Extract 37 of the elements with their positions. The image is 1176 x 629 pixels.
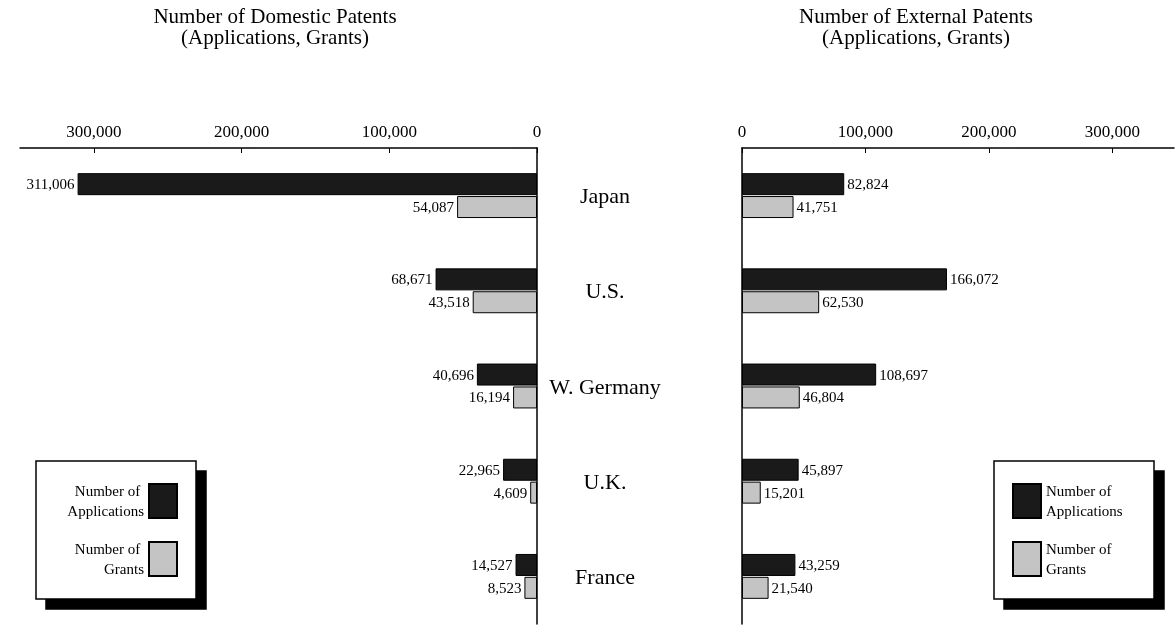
data-label: 82,824 bbox=[847, 176, 889, 193]
y-tick-label: U.K. bbox=[583, 468, 627, 494]
data-label: 68,671 bbox=[391, 271, 433, 288]
y-tick-label: U.S. bbox=[585, 278, 625, 304]
data-label: 166,072 bbox=[949, 271, 999, 288]
x-tick-label: 300,000 bbox=[1084, 122, 1140, 141]
data-label: 108,697 bbox=[879, 366, 929, 383]
legend-label: Number of Grants bbox=[74, 541, 145, 577]
data-label: 46,804 bbox=[802, 389, 845, 406]
legend-label: Number of Applications bbox=[67, 483, 145, 519]
legend-label: Number of Grants bbox=[1046, 541, 1116, 577]
data-label: 21,540 bbox=[771, 579, 813, 596]
data-label: 62,530 bbox=[822, 294, 864, 311]
legend-label: Number of Applications bbox=[1046, 483, 1123, 519]
data-label: 45,897 bbox=[801, 461, 844, 478]
data-label: 41,751 bbox=[796, 199, 838, 216]
x-tick-label: 0 bbox=[532, 122, 542, 141]
data-label: 43,259 bbox=[798, 556, 840, 573]
data-label: 22,965 bbox=[458, 461, 501, 478]
x-tick-label: 100,000 bbox=[837, 122, 894, 141]
x-tick-label: 0 bbox=[737, 122, 747, 141]
data-label: 54,087 bbox=[412, 199, 455, 216]
y-tick-label: France bbox=[575, 563, 635, 589]
y-tick-label: Japan bbox=[579, 183, 631, 209]
data-label: 16,194 bbox=[468, 389, 511, 406]
x-tick-label: 200,000 bbox=[961, 122, 1017, 141]
x-tick-label: 300,000 bbox=[66, 122, 122, 141]
data-label: 15,201 bbox=[763, 484, 806, 501]
data-label: 14,527 bbox=[471, 556, 514, 573]
x-tick-label: 100,000 bbox=[361, 122, 417, 141]
data-label: 4,609 bbox=[493, 484, 528, 501]
data-label: 40,696 bbox=[432, 366, 475, 383]
data-label: 311,006 bbox=[26, 176, 76, 193]
x-tick-label: 200,000 bbox=[213, 122, 270, 141]
data-label: 8,523 bbox=[487, 579, 522, 596]
data-label: 43,518 bbox=[428, 294, 470, 311]
y-tick-label: W. Germany bbox=[549, 373, 661, 399]
